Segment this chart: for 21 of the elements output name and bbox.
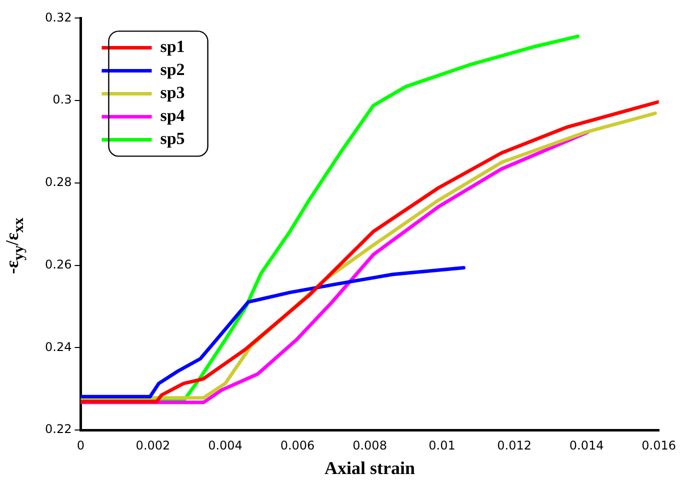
x-tick-label: 0.014: [569, 438, 604, 452]
x-tick-label: 0.004: [208, 438, 242, 452]
x-tick-label: 0.002: [136, 438, 170, 452]
legend-label: sp2: [160, 60, 185, 80]
y-tick-label: 0.26: [45, 257, 72, 272]
y-tick-label: 0.32: [45, 10, 72, 24]
legend-label: sp1: [160, 37, 185, 56]
x-tick-label: 0.01: [428, 438, 456, 452]
legend-label: sp4: [160, 106, 186, 126]
y-tick-label: 0.22: [45, 422, 72, 436]
x-tick-label: 0.008: [352, 438, 387, 452]
legend-label: sp3: [160, 83, 185, 102]
x-axis-title: Axial strain: [324, 458, 416, 478]
y-tick-label: 0.28: [45, 175, 72, 190]
x-tick-label: 0.012: [497, 438, 532, 452]
x-tick-label: 0.006: [280, 438, 315, 452]
x-tick-label: 0.016: [642, 438, 676, 452]
y-tick-label: 0.24: [45, 340, 72, 354]
x-tick-label: 0: [76, 438, 85, 452]
y-tick-label: 0.3: [52, 92, 72, 107]
legend-label: sp5: [160, 129, 185, 148]
